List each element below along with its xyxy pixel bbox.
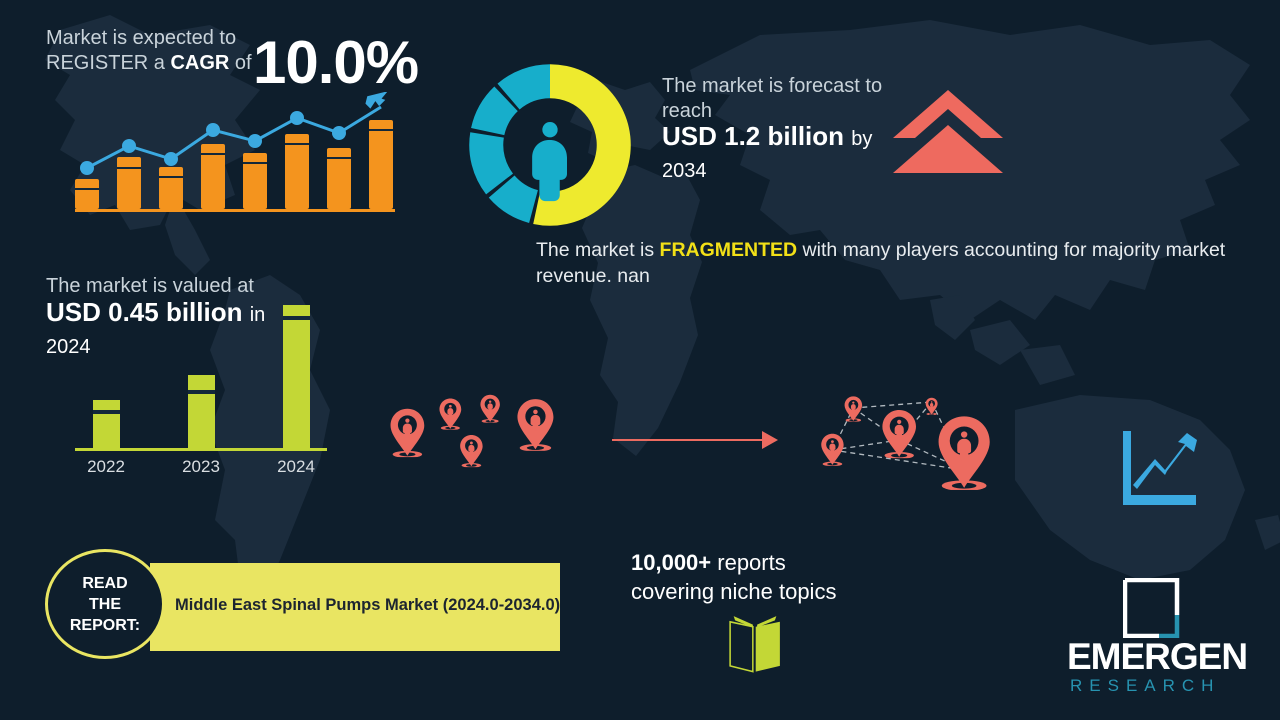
svg-text:2022: 2022	[87, 457, 125, 475]
svg-text:2024: 2024	[277, 457, 315, 475]
svg-text:2023: 2023	[182, 457, 220, 475]
